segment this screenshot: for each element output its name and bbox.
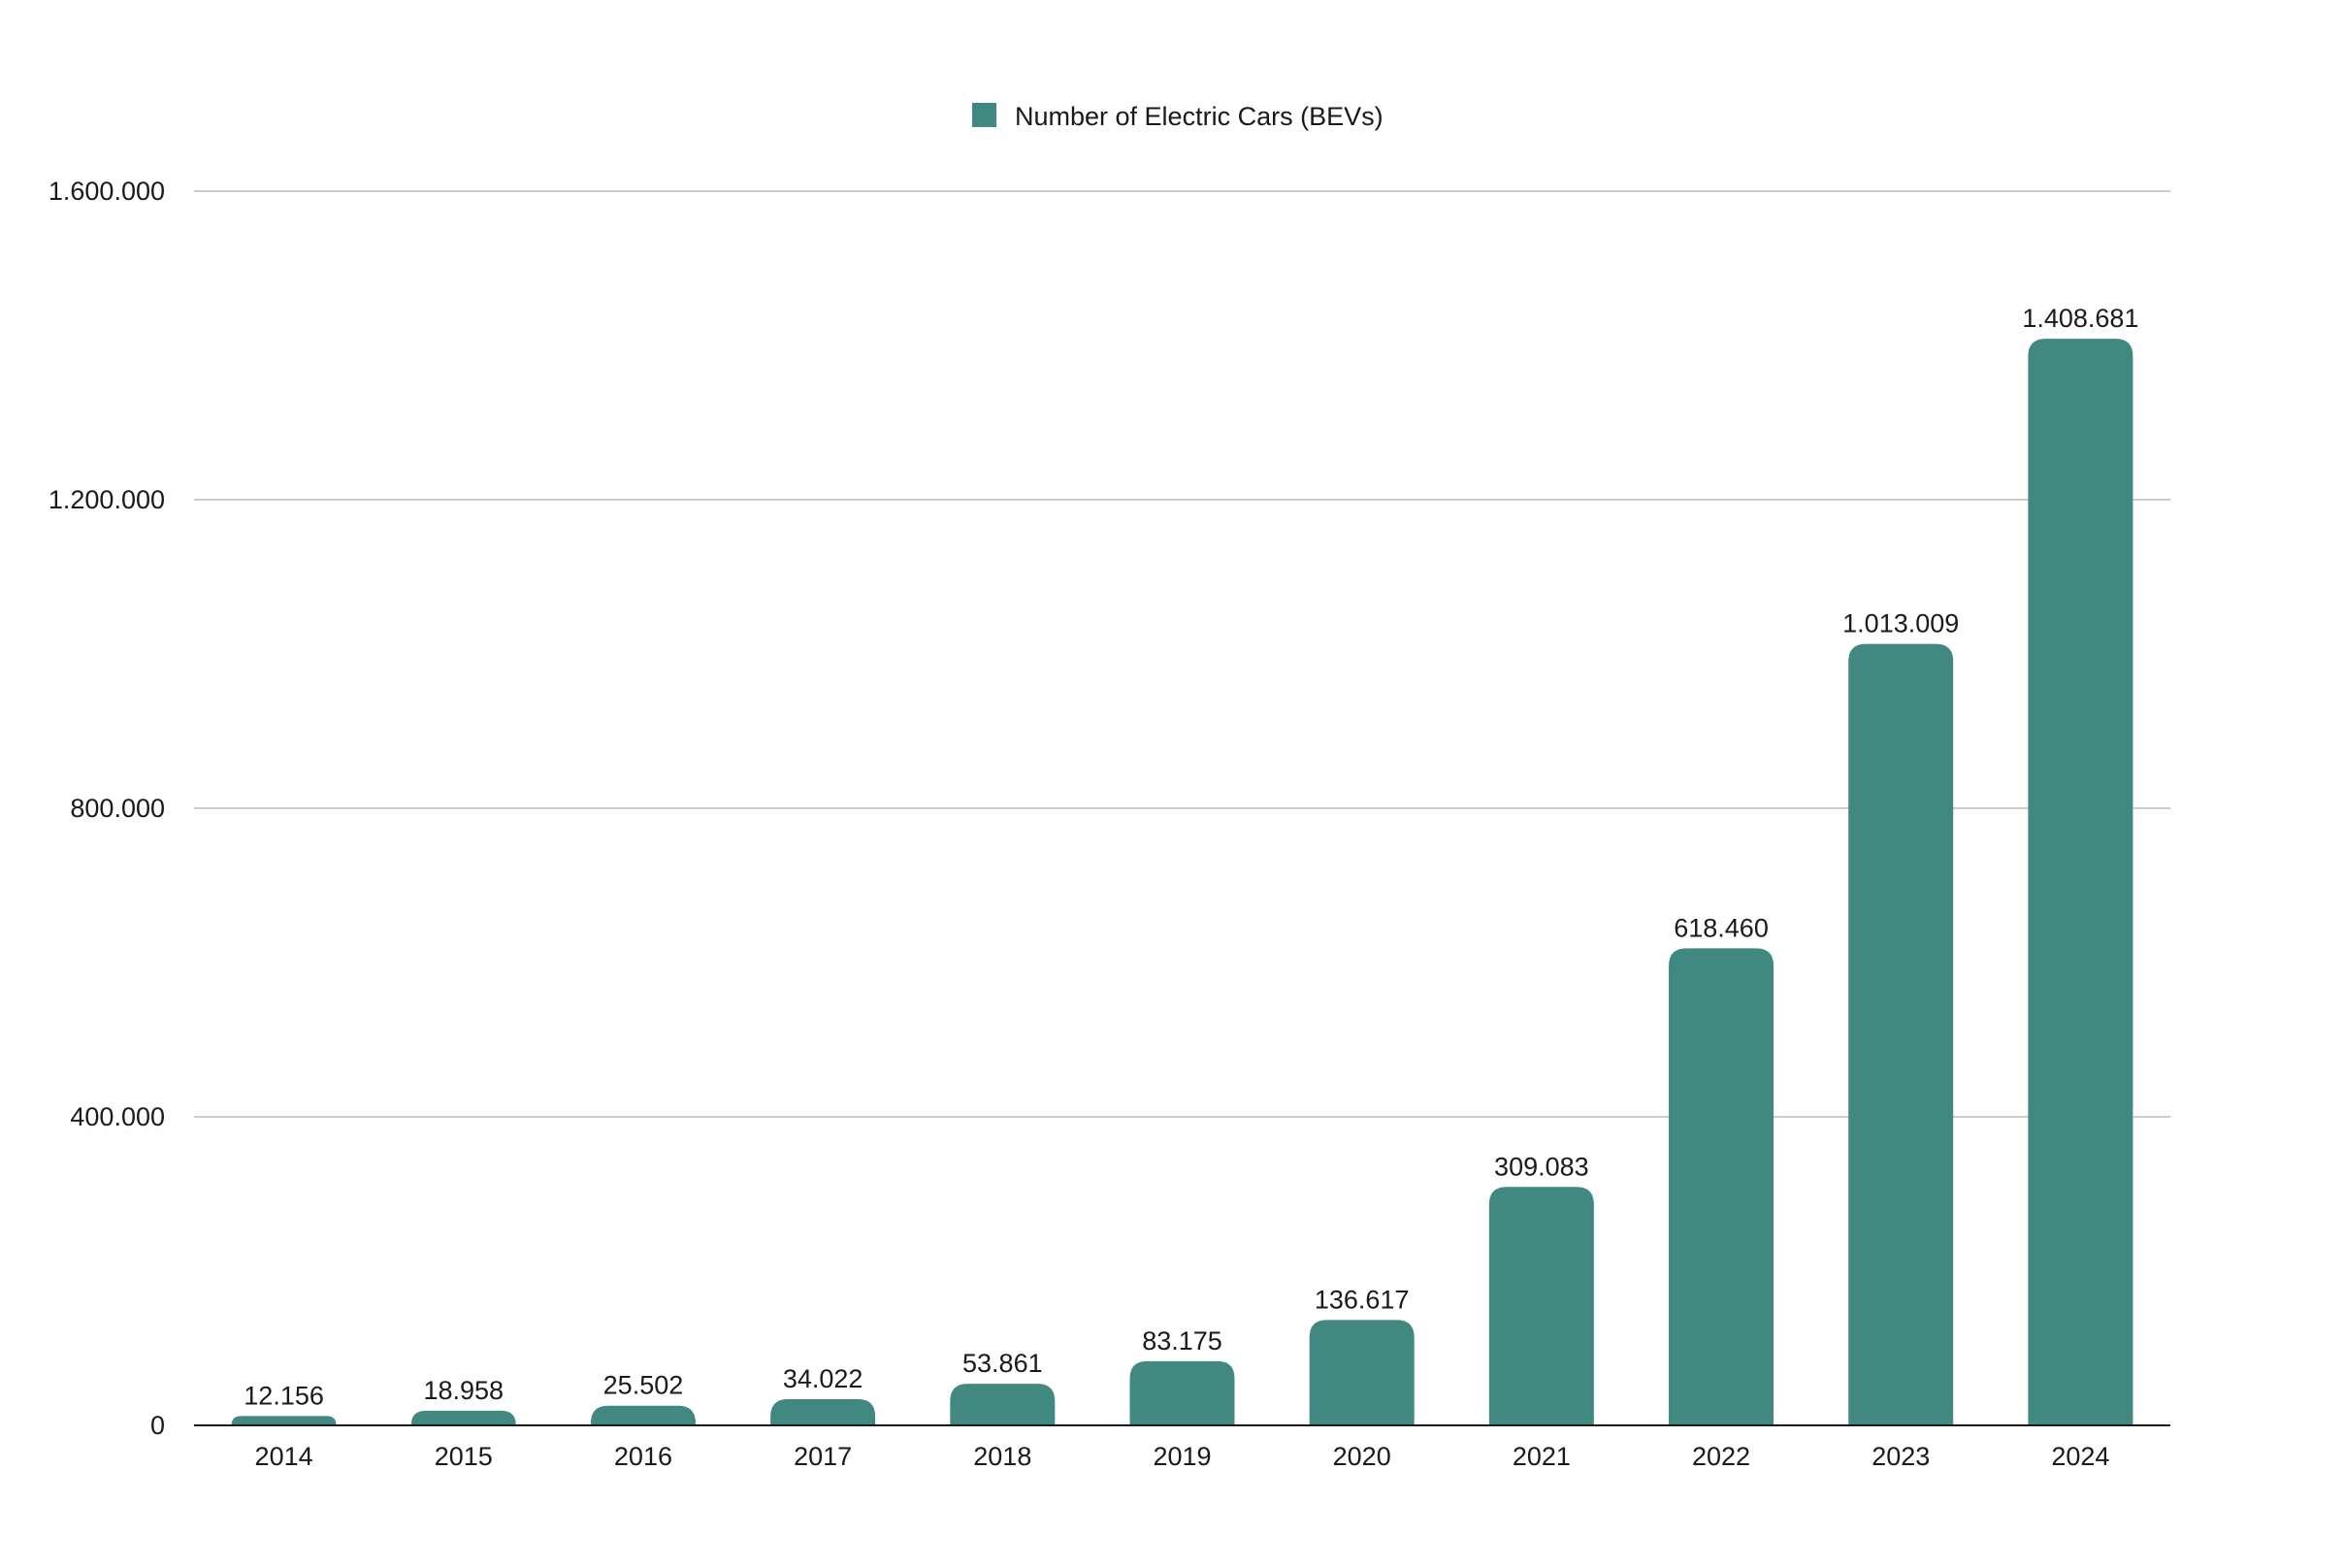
- y-tick-label: 1.200.000: [49, 485, 165, 514]
- x-tick-label-2015: 2015: [435, 1442, 493, 1471]
- data-label-2019: 83.175: [1142, 1326, 1222, 1356]
- y-tick-label: 1.600.000: [49, 177, 165, 206]
- data-label-2014: 12.156: [244, 1381, 324, 1410]
- data-label-2022: 618.460: [1674, 913, 1769, 942]
- y-tick-label: 400.000: [70, 1102, 165, 1131]
- y-tick-label: 800.000: [70, 794, 165, 823]
- x-tick-label-2014: 2014: [255, 1442, 313, 1471]
- data-label-2020: 136.617: [1315, 1285, 1410, 1314]
- gridlines: [194, 190, 2170, 1118]
- bar-2019: [1129, 1360, 1235, 1425]
- bar-2018: [950, 1384, 1056, 1425]
- bar-2016: [590, 1405, 696, 1425]
- bar-2021: [1488, 1187, 1594, 1425]
- data-label-2018: 53.861: [962, 1349, 1043, 1378]
- x-tick-label-2019: 2019: [1153, 1442, 1211, 1471]
- x-tick-label-2016: 2016: [614, 1442, 672, 1471]
- data-label-2021: 309.083: [1494, 1152, 1589, 1181]
- bar-2017: [770, 1398, 876, 1425]
- x-tick-label-2018: 2018: [973, 1442, 1031, 1471]
- data-label-2016: 25.502: [603, 1371, 684, 1400]
- y-axis-tick-labels: 0 400.000 800.000 1.200.000 1.600.000: [49, 177, 165, 1440]
- data-label-2017: 34.022: [783, 1364, 863, 1393]
- x-tick-label-2023: 2023: [1872, 1442, 1930, 1471]
- legend-label: Number of Electric Cars (BEVs): [1015, 102, 1384, 131]
- legend-swatch: [972, 103, 996, 127]
- x-tick-label-2021: 2021: [1513, 1442, 1571, 1471]
- x-tick-label-2024: 2024: [2051, 1442, 2109, 1471]
- bar-2023: [1848, 643, 1954, 1425]
- bar-2024: [2028, 339, 2133, 1425]
- data-label-2015: 18.958: [423, 1376, 504, 1405]
- bar-2022: [1669, 948, 1774, 1425]
- x-tick-label-2022: 2022: [1692, 1442, 1750, 1471]
- bar-2015: [410, 1410, 516, 1425]
- bar-2014: [231, 1416, 337, 1425]
- x-axis-tick-labels: 2014 2015 2016 2017 2018 2019 2020 2021 2022 2023…: [255, 1442, 2110, 1471]
- data-label-2023: 1.013.009: [1842, 609, 1959, 638]
- bars: [231, 339, 2133, 1425]
- data-label-2024: 1.408.681: [2022, 304, 2138, 333]
- bar-2020: [1309, 1320, 1415, 1425]
- x-tick-label-2020: 2020: [1333, 1442, 1391, 1471]
- y-tick-label: 0: [150, 1411, 165, 1440]
- data-labels: 12.156 18.958 25.502 34.022 53.861 83.175 136.…: [244, 304, 2138, 1410]
- x-tick-label-2017: 2017: [794, 1442, 852, 1471]
- legend: Number of Electric Cars (BEVs): [972, 102, 1384, 131]
